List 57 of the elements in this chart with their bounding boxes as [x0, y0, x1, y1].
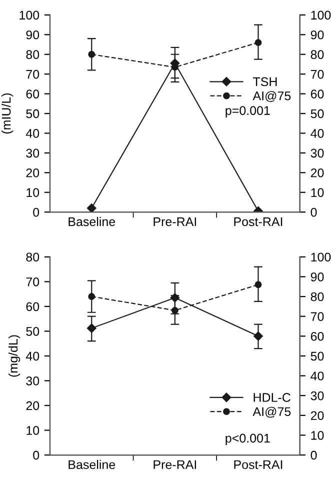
y-axis-title: (mIU/L) — [2, 93, 14, 134]
y-tick-label: 20 — [26, 168, 40, 178]
y2-tick-label: 40 — [310, 372, 324, 380]
legend-label: HDL-C — [254, 393, 290, 402]
y-tick-label: 80 — [26, 252, 40, 262]
y2-tick-label: 70 — [310, 312, 324, 321]
y-tick-label: 30 — [26, 376, 40, 386]
x-tick-label: Pre-RAI — [154, 217, 196, 226]
y2-tick-label: 20 — [310, 168, 324, 178]
y2-tick-label: 100 — [311, 10, 331, 20]
y-tick-label: 10 — [26, 188, 40, 198]
y-tick-label: 80 — [26, 50, 40, 60]
y2-tick-label: 60 — [310, 332, 324, 341]
y-tick-label: 70 — [26, 70, 40, 79]
y-axis-title: (mg/dL) — [8, 335, 20, 377]
y-tick-label: 30 — [26, 148, 40, 158]
y-tick-label: 70 — [26, 277, 40, 286]
y2-tick-label: 10 — [311, 431, 324, 440]
y-tick-label: 40 — [26, 129, 40, 138]
y-tick-label: 60 — [26, 90, 40, 98]
y2-tick-label: 70 — [310, 70, 324, 79]
y2-tick-label: 50 — [310, 109, 324, 118]
y2-tick-label: 0 — [310, 208, 317, 217]
y2-tick-label: 100 — [311, 252, 331, 262]
y-tick-label: 90 — [26, 30, 40, 40]
y-tick-label: 50 — [26, 109, 40, 118]
y2-tick-label: 90 — [310, 272, 324, 282]
y2-tick-label: 20 — [310, 411, 324, 420]
y2-tick-label: 80 — [310, 50, 324, 60]
x-tick-label: Post-RAI — [234, 460, 282, 470]
x-tick-label: Baseline — [68, 216, 116, 226]
annotation: p<0.001 — [226, 434, 270, 446]
x-tick-label: Pre-RAI — [154, 460, 196, 470]
y2-tick-label: 50 — [310, 352, 324, 361]
y-tick-label: 40 — [26, 352, 40, 361]
y-tick-label: 50 — [26, 326, 40, 336]
y2-tick-label: 30 — [310, 391, 324, 400]
y2-tick-label: 60 — [310, 90, 324, 98]
y-tick-label: 20 — [26, 401, 40, 410]
y2-tick-label: 80 — [310, 292, 324, 302]
y2-tick-label: 40 — [310, 129, 324, 138]
x-tick-label: Post-RAI — [234, 217, 282, 226]
y-tick-label: 100 — [20, 10, 40, 20]
y2-tick-label: 10 — [311, 188, 324, 198]
annotation: p=0.001 — [226, 106, 270, 118]
point — [87, 204, 96, 212]
legend-label: AI@75 — [252, 406, 291, 418]
y-tick-label: 0 — [33, 208, 40, 217]
y-tick-label: 60 — [26, 302, 40, 312]
y2-tick-label: 90 — [310, 30, 324, 40]
legend-label: AI@75 — [252, 91, 291, 102]
legend-label: TSH — [253, 77, 277, 86]
y-tick-label: 10 — [26, 426, 40, 435]
y-tick-label: 0 — [33, 450, 40, 460]
y2-tick-label: 0 — [310, 450, 317, 460]
x-tick-label: Baseline — [68, 460, 116, 470]
y2-tick-label: 30 — [310, 148, 324, 158]
